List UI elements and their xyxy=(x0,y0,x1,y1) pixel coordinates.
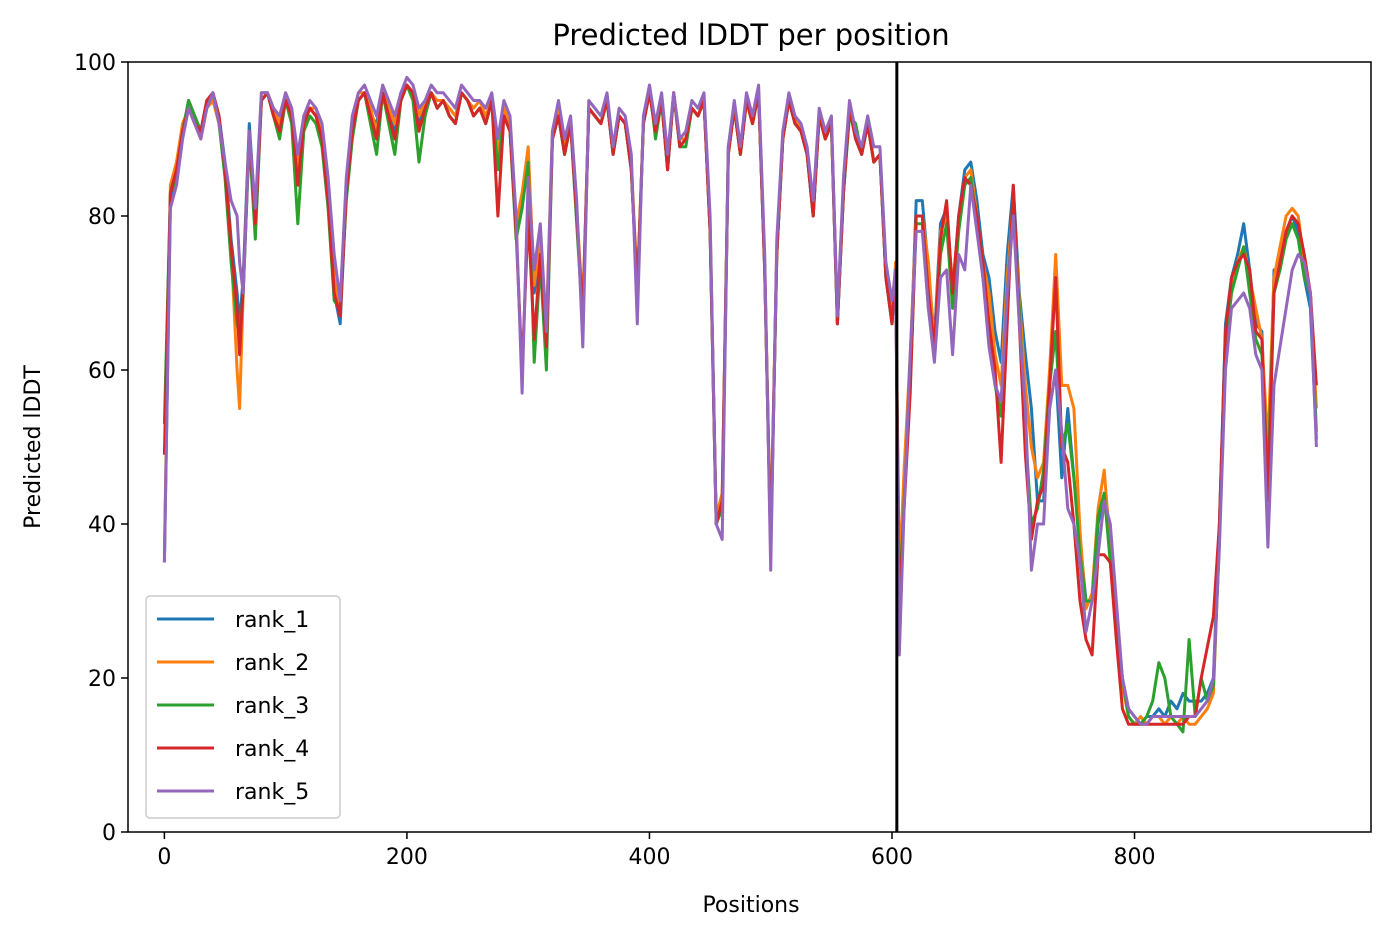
legend-label-rank-1: rank_1 xyxy=(235,608,309,633)
x-axis: 0 200 400 600 800 xyxy=(157,832,1156,870)
series-line-rank-5 xyxy=(162,75,1318,726)
x-tick-label: 800 xyxy=(1114,845,1156,870)
y-tick-label: 0 xyxy=(102,821,116,846)
chart-title: Predicted lDDT per position xyxy=(552,18,949,52)
y-tick-label: 20 xyxy=(88,667,116,692)
plot-area xyxy=(127,61,1372,833)
x-tick-label: 0 xyxy=(157,845,171,870)
x-tick-label: 400 xyxy=(628,845,670,870)
plot-frame xyxy=(127,61,1372,833)
x-axis-label: Positions xyxy=(702,893,799,918)
legend-label-rank-2: rank_2 xyxy=(235,651,309,676)
legend-frame xyxy=(145,595,341,819)
x-tick-label: 200 xyxy=(386,845,428,870)
legend-label-rank-5: rank_5 xyxy=(235,780,309,805)
y-tick-label: 100 xyxy=(74,51,116,76)
legend: rank_1 rank_2 rank_3 rank_4 rank_5 xyxy=(145,595,341,819)
legend-label-rank-4: rank_4 xyxy=(235,737,309,762)
y-tick-label: 80 xyxy=(88,205,116,230)
series-layer xyxy=(162,75,1318,734)
y-axis: 0 20 40 60 80 100 xyxy=(74,51,128,846)
legend-label-rank-3: rank_3 xyxy=(235,694,309,719)
y-tick-label: 40 xyxy=(88,513,116,538)
y-axis-label: Predicted lDDT xyxy=(21,365,46,529)
x-tick-label: 600 xyxy=(871,845,913,870)
y-tick-label: 60 xyxy=(88,359,116,384)
